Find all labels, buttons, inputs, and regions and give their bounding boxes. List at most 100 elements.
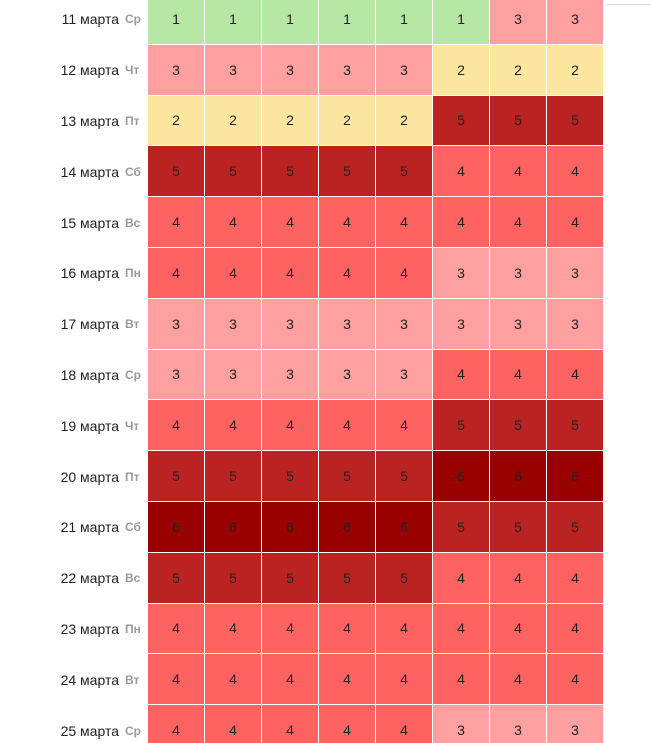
table-cell: 4	[433, 349, 490, 401]
weekday-label: Пн	[125, 266, 141, 281]
table-cell: 4	[148, 247, 205, 299]
table-cell: 1	[148, 0, 205, 45]
table-cell: 5	[319, 451, 376, 502]
table-cell: 5	[547, 400, 604, 452]
table-cell: 2	[319, 95, 376, 147]
row-date: 17 марта Вт	[0, 299, 147, 350]
table-cell: 3	[148, 349, 205, 401]
table-cell: 1	[376, 0, 433, 45]
table-row: 15 марта Вс 4 4 4 4 4 4 4 4	[0, 197, 651, 248]
table-cell: 5	[148, 451, 205, 502]
table-cell: 4	[205, 197, 262, 248]
weekday-label: Ср	[125, 367, 141, 382]
table-cell: 3	[490, 247, 547, 299]
table-row: 13 марта Пт 2 2 2 2 2 5 5 5	[0, 95, 651, 147]
table-cell: 5	[490, 400, 547, 452]
date-label: 15 марта	[60, 214, 119, 231]
table-cell: 5	[433, 400, 490, 452]
table-cell: 4	[547, 349, 604, 401]
table-cell: 3	[262, 298, 319, 350]
table-row: 23 марта Пн 4 4 4 4 4 4 4 4	[0, 603, 651, 655]
table-cell: 5	[319, 552, 376, 604]
table-cell: 6	[376, 501, 433, 553]
table-cell: 4	[376, 197, 433, 248]
weekday-label: Вт	[125, 317, 140, 332]
date-label: 14 марта	[60, 163, 119, 180]
table-cell: 4	[205, 400, 262, 452]
table-cell: 3	[433, 247, 490, 299]
table-cell: 2	[547, 44, 604, 96]
row-date: 12 марта Чт	[0, 45, 147, 96]
table-cell: 5	[376, 451, 433, 502]
table-cell: 4	[262, 705, 319, 743]
table-row: 22 марта Вс 5 5 5 5 5 4 4 4	[0, 552, 651, 604]
table-cell: 4	[433, 552, 490, 604]
date-label: 13 марта	[60, 112, 119, 129]
table-cell: 2	[433, 44, 490, 96]
table-cell: 4	[205, 247, 262, 299]
table-cell: 4	[376, 603, 433, 655]
table-cell: 5	[490, 501, 547, 553]
table-cell: 6	[205, 501, 262, 553]
table-row: 20 марта Пт 5 5 5 5 5 6 6 6	[0, 451, 651, 502]
weekday-label: Ср	[125, 723, 141, 738]
table-cell: 4	[148, 603, 205, 655]
date-label: 24 марта	[60, 671, 119, 688]
table-cell: 4	[319, 197, 376, 248]
table-cell: 3	[262, 44, 319, 96]
weekday-label: Ср	[125, 12, 141, 27]
table-row: 24 марта Вт 4 4 4 4 4 4 4 4	[0, 654, 651, 706]
table-cell: 4	[433, 654, 490, 706]
weekday-label: Вт	[125, 672, 140, 687]
table-cell: 2	[490, 44, 547, 96]
date-label: 22 марта	[60, 570, 119, 587]
table-cell: 5	[148, 146, 205, 198]
table-cell: 4	[490, 146, 547, 198]
table-cell: 3	[376, 44, 433, 96]
table-cell: 4	[148, 654, 205, 706]
table-cell: 4	[547, 197, 604, 248]
row-date: 19 марта Чт	[0, 400, 147, 451]
table-row: 25 марта Ср 4 4 4 4 4 3 3 3	[0, 705, 651, 743]
table-cell: 4	[490, 654, 547, 706]
table-row: 21 марта Сб 6 6 6 6 6 5 5 5	[0, 501, 651, 553]
date-label: 21 марта	[60, 519, 119, 536]
date-label: 19 марта	[60, 417, 119, 434]
date-label: 12 марта	[60, 62, 119, 79]
table-cell: 3	[205, 298, 262, 350]
table-cell: 5	[205, 146, 262, 198]
table-cell: 3	[433, 298, 490, 350]
table-cell: 3	[205, 44, 262, 96]
table-cell: 5	[490, 95, 547, 147]
table-cell: 2	[148, 95, 205, 147]
weekday-label: Сб	[125, 164, 141, 179]
row-date: 14 марта Сб	[0, 146, 147, 197]
table-cell: 1	[433, 0, 490, 45]
table-cell: 2	[205, 95, 262, 147]
table-cell: 4	[547, 654, 604, 706]
table-cell: 2	[262, 95, 319, 147]
table-cell: 3	[547, 298, 604, 350]
table-cell: 4	[205, 654, 262, 706]
row-date: 11 марта Ср	[0, 0, 147, 45]
table-cell: 6	[490, 451, 547, 502]
date-label: 17 марта	[60, 316, 119, 333]
table-cell: 6	[319, 501, 376, 553]
table-cell: 3	[547, 705, 604, 743]
table-row: 19 марта Чт 4 4 4 4 4 5 5 5	[0, 400, 651, 452]
table-cell: 3	[262, 349, 319, 401]
table-cell: 4	[433, 603, 490, 655]
table-cell: 4	[262, 197, 319, 248]
table-cell: 3	[433, 705, 490, 743]
table-row: 14 марта Сб 5 5 5 5 5 4 4 4	[0, 146, 651, 198]
table-cell: 4	[490, 349, 547, 401]
table-cell: 5	[547, 501, 604, 553]
table-cell: 5	[262, 451, 319, 502]
weekday-label: Сб	[125, 520, 141, 535]
date-label: 23 марта	[60, 620, 119, 637]
table-cell: 5	[433, 95, 490, 147]
date-label: 20 марта	[60, 468, 119, 485]
table-cell: 3	[319, 298, 376, 350]
table-cell: 1	[319, 0, 376, 45]
table-cell: 6	[262, 501, 319, 553]
